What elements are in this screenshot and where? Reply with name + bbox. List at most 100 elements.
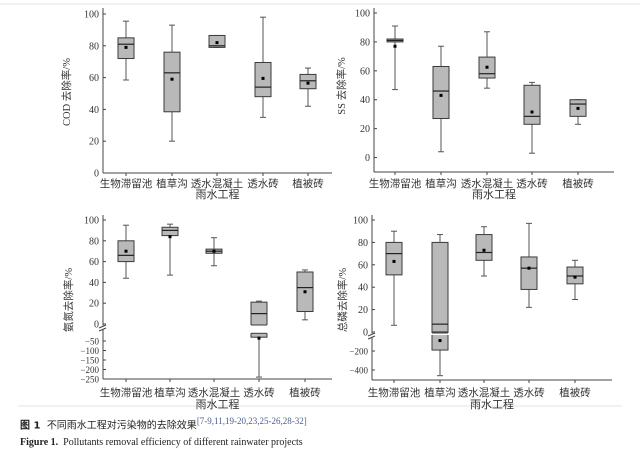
mean-marker	[527, 266, 531, 270]
y-tick-label: 20	[360, 124, 370, 135]
x-axis-label: 雨水工程	[470, 398, 514, 410]
y-tick-label: 40	[89, 105, 99, 116]
chart-panel-4: −400 −200 0 20 40 60 80 100 生物滞留池 植草沟 透水混凝土 透水砖 植被砖雨…	[336, 215, 612, 410]
mean-marker	[306, 81, 310, 85]
box-iqr	[432, 65, 450, 120]
mean-marker	[215, 41, 219, 45]
x-tick-label: 植草沟	[154, 386, 186, 399]
y-axis-label: SS 去除率/%	[335, 57, 348, 115]
chart-panel-3: −250−200−150−100−50020406080100生物滞留池 植草沟透…	[62, 215, 332, 410]
mean-marker	[170, 77, 174, 81]
x-tick-label: 透水砖	[516, 177, 548, 190]
box-iqr	[299, 73, 317, 90]
y-tick-label: 0	[365, 153, 370, 164]
mean-marker	[392, 259, 396, 263]
y-axis-label: COD 去除率/%	[60, 58, 73, 126]
mean-marker	[573, 275, 577, 279]
y-tick-label: −100	[80, 346, 99, 356]
x-tick-label: 植被砖	[562, 177, 594, 190]
x-tick-label: 植被砖	[559, 386, 591, 399]
x-tick-label: 植被砖	[292, 177, 324, 190]
box-plot-4	[520, 222, 538, 308]
mean-marker	[393, 44, 397, 48]
x-tick-label: 植被砖	[289, 386, 321, 399]
axis-break-mark	[98, 324, 107, 329]
box-plot-4	[250, 300, 268, 378]
box-plot-3	[475, 226, 493, 277]
box-plot-5	[299, 67, 317, 107]
mean-marker	[303, 290, 307, 294]
box-plot-5	[569, 99, 587, 125]
box-plot-4	[523, 81, 541, 154]
y-tick-label: 80	[358, 238, 368, 249]
box-plot-1	[117, 20, 135, 81]
x-tick-label: 植草沟	[424, 386, 456, 399]
box-plot-5	[566, 259, 584, 301]
y-tick-label: −200	[80, 365, 99, 375]
x-tick-label: 生物滞留池	[100, 177, 153, 190]
box-plot-2	[161, 223, 179, 276]
axis-break-mark	[367, 335, 376, 340]
y-tick-label: 40	[360, 95, 370, 106]
axis-break-mark	[98, 327, 107, 332]
box-iqr	[431, 241, 449, 351]
y-tick-label: 40	[358, 283, 368, 294]
y-tick-label: 60	[89, 257, 99, 268]
mean-marker	[124, 45, 128, 49]
caption-refs-link[interactable]: [7-9,11,19-20,23,25-26,28-32]	[196, 416, 307, 426]
y-tick-label: 100	[84, 216, 99, 227]
axis-break-mark	[367, 332, 376, 337]
box-iqr	[475, 234, 493, 261]
y-tick-label: 20	[89, 299, 99, 310]
y-tick-label: 100	[355, 9, 370, 20]
x-tick-label: 生物滞留池	[369, 177, 422, 190]
box-break-gap	[431, 333, 449, 335]
box-plot-4	[254, 16, 272, 118]
x-axis-label: 雨水工程	[472, 188, 516, 201]
box-plot-3	[478, 31, 496, 89]
y-tick-label: 20	[89, 137, 99, 148]
y-tick-label: 0	[363, 328, 368, 339]
mean-marker	[124, 249, 128, 253]
mean-marker	[530, 110, 534, 114]
y-tick-label: −200	[349, 347, 368, 357]
y-tick-label: 0	[94, 320, 99, 331]
x-tick-label: 植草沟	[425, 177, 457, 190]
box-break-gap	[250, 325, 268, 334]
caption-cn: 图 1 不同雨水工程对污染物的去除效果[7-9,11,19-20,23,25-2…	[20, 416, 307, 431]
x-tick-label: 透水混凝土	[188, 386, 241, 399]
y-tick-label: 60	[360, 66, 370, 77]
x-axis-label: 雨水工程	[196, 398, 240, 410]
y-tick-label: 100	[84, 10, 99, 21]
x-axis-label: 雨水工程	[196, 188, 240, 201]
box-plot-2	[163, 24, 181, 142]
mean-marker	[438, 339, 442, 343]
y-tick-label: 80	[89, 236, 99, 247]
y-tick-label: 80	[89, 41, 99, 52]
y-tick-label: −50	[85, 337, 100, 347]
x-tick-label: 透水砖	[243, 386, 275, 399]
x-tick-label: 生物滞留池	[368, 386, 421, 399]
y-tick-label: 20	[358, 305, 368, 316]
x-tick-label: 透水混凝土	[458, 386, 511, 399]
x-tick-label: 透水混凝土	[461, 177, 514, 190]
caption-cn-text: 不同雨水工程对污染物的去除效果	[46, 420, 197, 432]
box-plot-2	[432, 45, 450, 153]
mean-marker	[439, 93, 443, 97]
y-tick-label: −400	[349, 366, 368, 376]
y-tick-label: 80	[360, 37, 370, 48]
x-tick-label: 生物滞留池	[100, 386, 153, 399]
y-tick-label: 40	[89, 278, 99, 289]
box-iqr	[163, 51, 181, 113]
box-plot-3	[205, 237, 223, 267]
y-axis-label: 氨氮去除率/%	[62, 268, 75, 332]
mean-marker	[168, 235, 172, 239]
y-tick-label: 60	[89, 73, 99, 84]
mean-marker	[212, 249, 216, 253]
axis-break-gap	[369, 333, 375, 338]
box-plot-1	[117, 224, 135, 279]
box-plot-2	[431, 234, 449, 377]
box-plot-1	[385, 230, 403, 326]
